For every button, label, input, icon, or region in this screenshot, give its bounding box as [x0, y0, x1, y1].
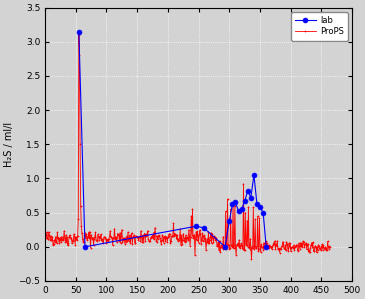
ProPS: [77, 33, 81, 37]
lab: [246, 189, 250, 193]
ProPS: [249, 257, 254, 261]
ProPS: [328, 245, 332, 249]
Legend: lab, ProPS: lab, ProPS: [291, 12, 348, 41]
ProPS: [104, 242, 109, 245]
lab: [242, 199, 247, 203]
Y-axis label: H₂S / ml/l: H₂S / ml/l: [4, 122, 14, 167]
lab: [261, 211, 265, 214]
lab: [77, 30, 81, 33]
ProPS: [114, 235, 118, 239]
ProPS: [247, 247, 252, 251]
lab: [252, 173, 256, 177]
lab: [264, 245, 268, 248]
Line: ProPS: ProPS: [44, 33, 331, 260]
ProPS: [62, 236, 67, 240]
lab: [83, 245, 87, 248]
lab: [239, 208, 244, 211]
lab: [233, 201, 238, 204]
lab: [227, 219, 231, 223]
ProPS: [306, 250, 311, 254]
lab: [223, 245, 227, 248]
lab: [255, 203, 259, 206]
lab: [237, 210, 241, 213]
ProPS: [51, 242, 56, 246]
lab: [249, 196, 253, 199]
lab: [193, 225, 198, 228]
lab: [201, 226, 206, 229]
lab: [258, 205, 262, 209]
Line: lab: lab: [76, 29, 269, 249]
ProPS: [43, 234, 47, 238]
lab: [230, 203, 235, 206]
